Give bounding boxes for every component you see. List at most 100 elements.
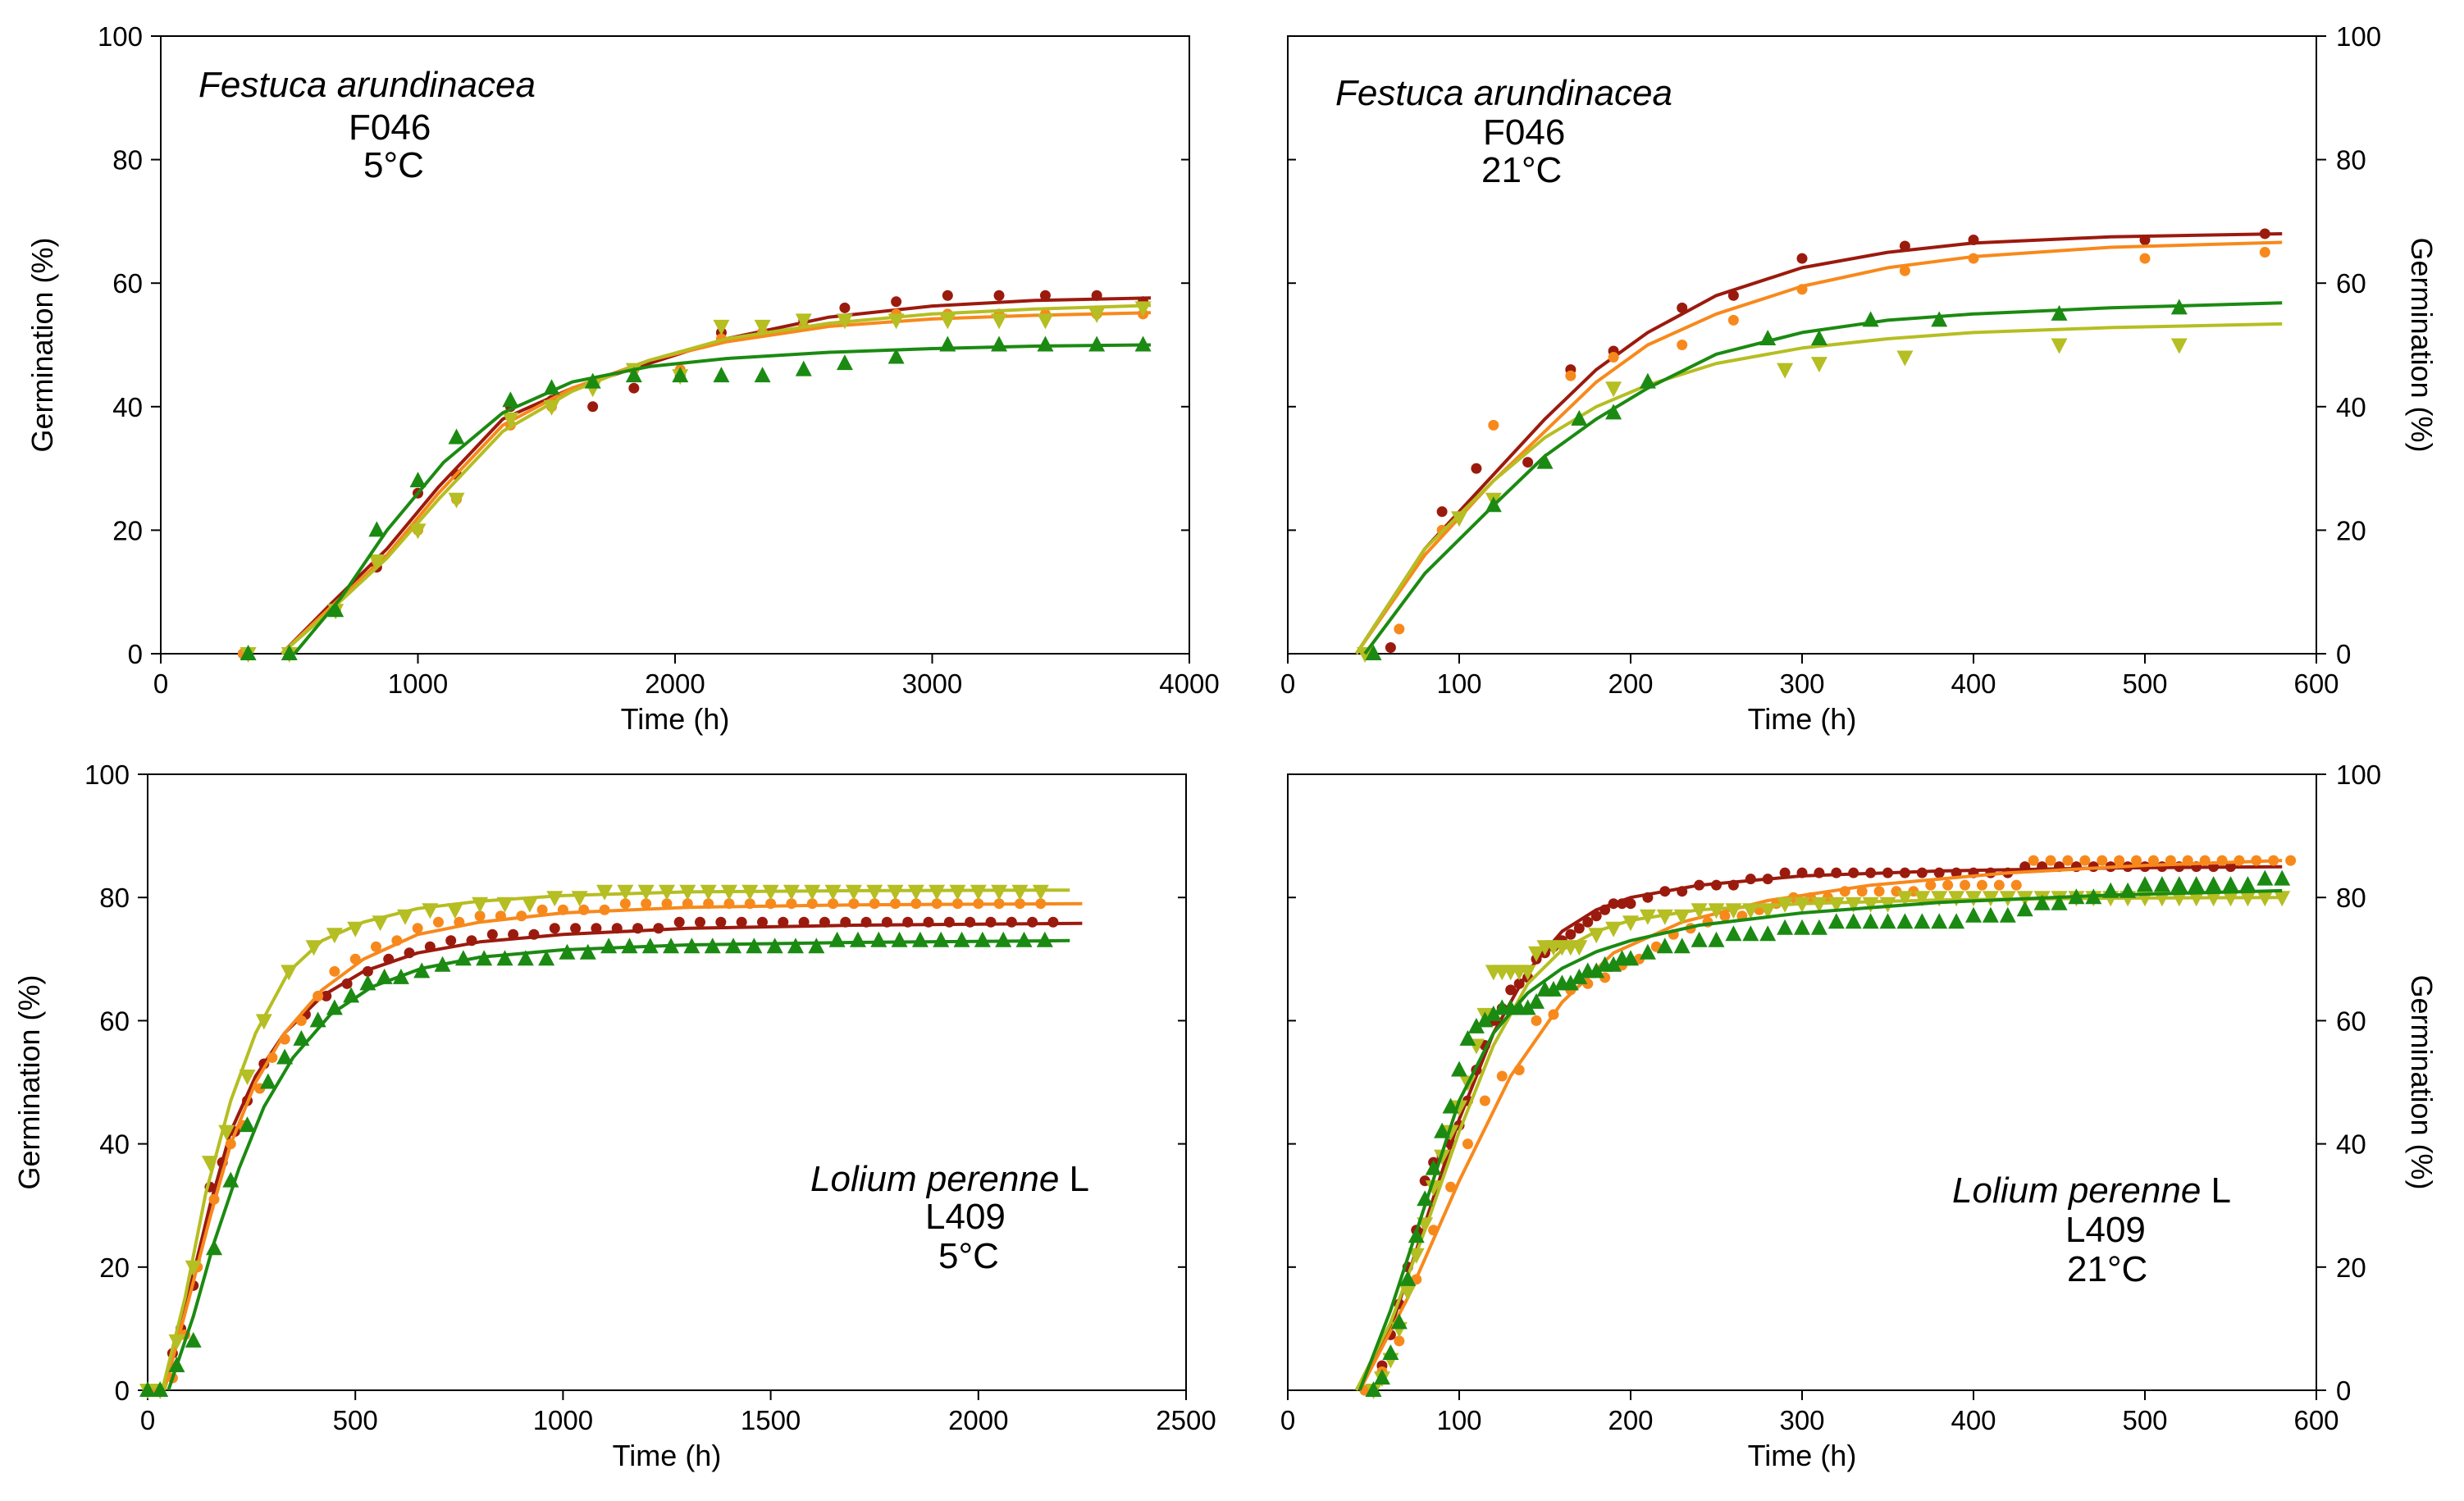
panel-p2-species: Festuca arundinacea bbox=[1335, 73, 1672, 113]
p3-x-tick-label: 0 bbox=[140, 1405, 155, 1435]
p3-series-3-point bbox=[766, 938, 783, 954]
p4-series-1-point bbox=[1462, 1138, 1473, 1150]
panel-p3: Lolium perenne L L409 5°C bbox=[810, 1159, 1089, 1276]
p3-series-3-point bbox=[276, 1048, 294, 1065]
p3-series-2-point bbox=[521, 896, 538, 913]
p3-x-tick-label: 500 bbox=[333, 1405, 378, 1435]
p4-series-1-point bbox=[1856, 886, 1868, 897]
p4-series-3-point bbox=[1794, 919, 1810, 935]
p4-series-3-point bbox=[1931, 913, 1948, 929]
p3-series-2-point bbox=[845, 884, 862, 901]
p4-y-tick-label: 40 bbox=[2336, 1129, 2366, 1160]
p1-series-0-fit-line bbox=[280, 296, 1152, 655]
p3-series-2-point bbox=[571, 891, 588, 907]
p1-series-0-point bbox=[942, 290, 953, 301]
p3-series-2-point bbox=[970, 884, 987, 901]
p3-series-3-point bbox=[995, 931, 1012, 947]
p3-series-3-point bbox=[152, 1381, 169, 1397]
p4-series-1-point bbox=[2010, 879, 2022, 891]
p2-series-1-point bbox=[1677, 340, 1688, 350]
panel-p1: Festuca arundinacea F046 5°C bbox=[198, 65, 536, 185]
p3-series-2-point bbox=[991, 884, 1008, 901]
p4-series-2-point bbox=[1810, 896, 1827, 913]
p4-series-0-point bbox=[1582, 916, 1594, 928]
p4-series-1-point bbox=[2114, 855, 2125, 866]
p4-series-1-point bbox=[2079, 855, 2091, 866]
p1-series-3-point bbox=[795, 360, 812, 376]
p1-y-axis-title: Germination (%) bbox=[25, 237, 59, 452]
p4-series-3-point bbox=[1485, 1005, 1502, 1021]
p3-series-0-point bbox=[591, 923, 602, 934]
p1-series-3-point bbox=[754, 367, 771, 383]
p4-series-3-point bbox=[1982, 906, 1999, 923]
p4-series-3-point bbox=[2188, 876, 2205, 892]
p3-series-0-point bbox=[985, 916, 997, 928]
p1-series-2-point bbox=[1088, 307, 1106, 323]
p3-series-1-fit-line bbox=[162, 901, 1083, 1391]
p4-series-2-point bbox=[1896, 891, 1914, 907]
p1-series-3-point bbox=[448, 428, 465, 445]
p4-series-2-point bbox=[1914, 891, 1931, 907]
p3-series-3-point bbox=[185, 1331, 202, 1348]
p2-series-2-point bbox=[1810, 357, 1827, 373]
p4-y-tick-label: 60 bbox=[2336, 1006, 2366, 1036]
p1-series-2-point bbox=[795, 313, 812, 330]
p2-x-tick-label: 200 bbox=[1608, 668, 1653, 699]
p4-series-3-point bbox=[1467, 1017, 1485, 1033]
p4-series-3-point bbox=[1965, 906, 1982, 923]
p3-series-3-point bbox=[239, 1116, 256, 1133]
p4-series-1-point bbox=[1445, 1181, 1457, 1193]
p3-series-0-point bbox=[756, 916, 768, 928]
p1-x-axis-title: Time (h) bbox=[621, 702, 730, 736]
p4-series-3-point bbox=[1896, 913, 1914, 929]
p2-x-tick-label: 600 bbox=[2293, 668, 2339, 699]
p4-series-3-point bbox=[1827, 913, 1845, 929]
p2-series-2-fit-line bbox=[1354, 322, 2283, 655]
p4-y-tick-label: 100 bbox=[2336, 760, 2381, 790]
p2-series-0-point bbox=[1677, 302, 1688, 313]
p3-series-2-point bbox=[596, 884, 614, 901]
p3-series-0-point bbox=[778, 916, 789, 928]
p3-series-3-point bbox=[621, 938, 638, 954]
p3-series-3 bbox=[139, 931, 1070, 1397]
p3-series-3-point bbox=[579, 943, 596, 960]
p4-series-3-point bbox=[1605, 956, 1622, 972]
p4-x-tick-label: 100 bbox=[1436, 1405, 1481, 1435]
p3-series-1-point bbox=[432, 916, 444, 928]
p3-series-3-point bbox=[808, 938, 825, 954]
p1-y-tick-label: 100 bbox=[98, 21, 143, 52]
p3-x-tick-label: 1500 bbox=[741, 1405, 801, 1435]
p2-series-0-point bbox=[1436, 506, 1448, 518]
p3-series-3-point bbox=[911, 931, 929, 947]
p4-series-3-point bbox=[1810, 919, 1827, 935]
p2-x-tick-label: 0 bbox=[1280, 668, 1295, 699]
p1-series-3-point bbox=[502, 391, 519, 408]
p4-series-2-point bbox=[1528, 946, 1545, 962]
p4-series-3-point bbox=[2274, 869, 2291, 886]
p3-series-3-point bbox=[259, 1073, 276, 1089]
panel-p4-species-suffix: L bbox=[2201, 1170, 2231, 1211]
p4-series-1-point bbox=[1976, 879, 1987, 891]
p2-series-1-point bbox=[2259, 247, 2270, 258]
p1-x-tick-label: 3000 bbox=[902, 668, 962, 699]
p3-series-3-point bbox=[326, 999, 343, 1015]
p3-series-2 bbox=[139, 884, 1070, 1399]
p4-series-2-point bbox=[1519, 965, 1536, 981]
p4-series-1-point bbox=[2045, 855, 2056, 866]
p3-series-3-point bbox=[413, 962, 431, 979]
p3-series-3-fit-line bbox=[167, 938, 1070, 1391]
p3-series-2-point bbox=[168, 1334, 185, 1350]
p1-series-2-point bbox=[448, 492, 465, 509]
p1-series-3-point bbox=[1088, 335, 1106, 352]
p1-series-2-point bbox=[713, 319, 730, 335]
p1-series-2-point bbox=[1037, 313, 1054, 330]
p3-series-3-point bbox=[517, 950, 534, 966]
p2-series-2 bbox=[1354, 322, 2283, 663]
p1-y-tick-label: 0 bbox=[128, 639, 143, 669]
p4-series-3-point bbox=[1399, 1270, 1417, 1286]
p2-y-axis-title: Germination (%) bbox=[2405, 237, 2439, 452]
p3-series-3-point bbox=[787, 938, 804, 954]
panel-p4-line3: 21°C bbox=[2067, 1249, 2147, 1289]
